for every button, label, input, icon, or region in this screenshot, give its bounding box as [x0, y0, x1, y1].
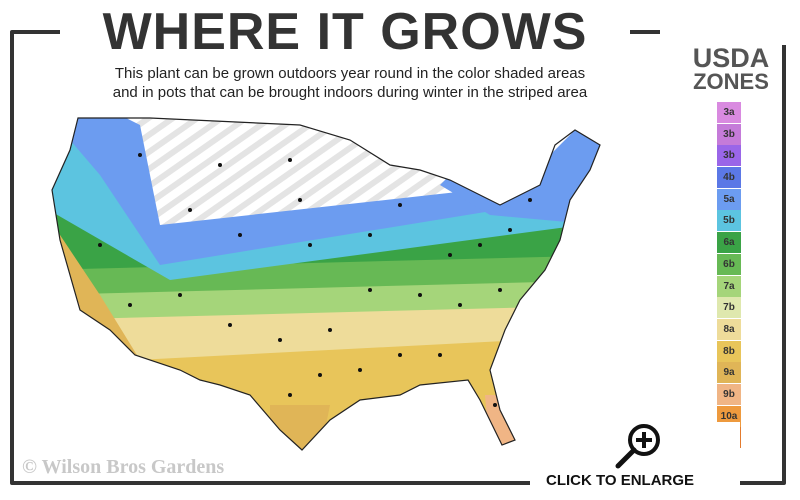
city-dot	[493, 403, 497, 407]
city-dot	[498, 288, 502, 292]
city-dot	[98, 243, 102, 247]
legend-zone-7b: 7b	[717, 297, 741, 319]
page-title: WHERE IT GROWS	[60, 2, 630, 62]
city-dot	[478, 243, 482, 247]
city-dot	[138, 153, 142, 157]
legend-zone-3b: 3b	[717, 145, 741, 167]
zoom-in-icon	[615, 424, 660, 469]
legend-zone-6b: 6b	[717, 253, 741, 275]
subtitle: This plant can be grown outdoors year ro…	[40, 64, 660, 102]
city-dot	[328, 328, 332, 332]
city-dot	[308, 243, 312, 247]
city-dot	[458, 303, 462, 307]
city-dot	[218, 163, 222, 167]
legend-zone-7a: 7a	[717, 275, 741, 297]
city-dot	[438, 353, 442, 357]
legend-zone-9b: 9b	[717, 383, 741, 405]
city-dot	[368, 288, 372, 292]
subtitle-line-2: and in pots that can be brought indoors …	[112, 84, 588, 101]
city-dot	[298, 198, 302, 202]
legend-zone-6a: 6a	[717, 232, 741, 254]
city-dot	[238, 233, 242, 237]
city-dot	[128, 303, 132, 307]
zone-legend: 3a3b3b4b5a5b6a6b7a7b8a8b9a9b10a10b	[717, 102, 741, 449]
legend-title: USDA ZONES	[676, 43, 786, 94]
legend-zone-3a: 3a	[717, 102, 741, 123]
city-dot	[448, 253, 452, 257]
legend-title-usda: USDA	[692, 43, 770, 73]
city-dot	[318, 373, 322, 377]
legend-zone-3b: 3b	[717, 123, 741, 145]
legend-zone-5b: 5b	[717, 210, 741, 232]
city-dot	[398, 203, 402, 207]
city-dot	[528, 198, 532, 202]
city-dot	[398, 353, 402, 357]
city-dot	[508, 228, 512, 232]
legend-zone-8a: 8a	[717, 318, 741, 340]
city-dot	[228, 323, 232, 327]
legend-zone-9a: 9a	[717, 362, 741, 384]
city-dot	[288, 393, 292, 397]
legend-zone-10a: 10a	[717, 405, 741, 427]
city-dot	[368, 233, 372, 237]
click-to-enlarge-label: CLICK TO ENLARGE	[546, 472, 695, 489]
city-dot	[288, 158, 292, 162]
click-to-enlarge-button[interactable]: CLICK TO ENLARGE	[530, 422, 740, 492]
legend-zone-4b: 4b	[717, 167, 741, 189]
usda-zone-map[interactable]	[40, 105, 620, 455]
copyright-watermark: © Wilson Bros Gardens	[22, 456, 225, 478]
city-dot	[278, 338, 282, 342]
city-dot	[358, 368, 362, 372]
city-dot	[178, 293, 182, 297]
city-dot	[418, 293, 422, 297]
legend-title-zones: ZONES	[693, 69, 769, 94]
legend-zone-8b: 8b	[717, 340, 741, 362]
subtitle-line-1: This plant can be grown outdoors year ro…	[114, 65, 586, 82]
legend-zone-5a: 5a	[717, 188, 741, 210]
city-dot	[188, 208, 192, 212]
